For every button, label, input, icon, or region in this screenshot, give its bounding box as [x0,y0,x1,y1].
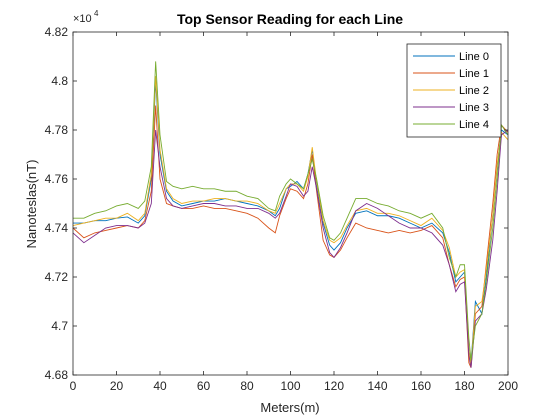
series-line-1 [72,105,509,368]
legend-label-1: Line 1 [459,68,489,80]
legend-label-2: Line 2 [459,85,489,97]
x-tick-label-1: 20 [110,379,124,393]
legend-label-4: Line 4 [459,119,489,131]
y-axis-exponent-base: ×10 [73,13,92,25]
chart-title: Top Sensor Reading for each Line [177,11,403,27]
x-axis-label: Meters(m) [260,400,319,415]
y-tick-label-1: 4.7 [51,319,68,333]
x-tick-label-4: 80 [240,379,254,393]
legend-label-0: Line 0 [459,51,489,63]
series-layer [72,61,509,368]
x-tick-label-7: 140 [367,379,387,393]
x-tick-label-2: 40 [153,379,167,393]
x-tick-label-8: 160 [411,379,431,393]
x-tick-label-3: 60 [197,379,211,393]
y-tick-label-4: 4.76 [45,172,69,186]
series-line-2 [72,76,509,366]
x-tick-label-5: 100 [280,379,300,393]
x-axis: 0 20 40 60 80 100 120 140 160 180 200 [70,32,518,393]
y-axis-label: Nanoteslas(nT) [24,160,39,249]
y-axis-exponent: ×10 4 [73,9,99,25]
legend: Line 0 Line 1 Line 2 Line 3 Line 4 [406,43,502,138]
y-tick-label-0: 4.68 [45,368,69,382]
series-line-4 [73,61,509,361]
x-tick-label-10: 200 [498,379,518,393]
y-tick-label-7: 4.82 [45,25,69,39]
x-tick-label-6: 120 [324,379,344,393]
y-tick-label-5: 4.78 [45,123,69,137]
y-axis: 4.68 4.7 4.72 4.74 4.76 4.78 4.8 4.82 [45,25,508,382]
x-tick-label-9: 180 [454,379,474,393]
x-tick-label-0: 0 [70,379,77,393]
y-tick-label-6: 4.8 [51,74,68,88]
series-line-3 [72,129,509,368]
legend-label-3: Line 3 [459,102,489,114]
y-axis-exponent-power: 4 [94,9,99,18]
y-tick-label-3: 4.74 [45,221,69,235]
y-tick-label-2: 4.72 [45,270,69,284]
